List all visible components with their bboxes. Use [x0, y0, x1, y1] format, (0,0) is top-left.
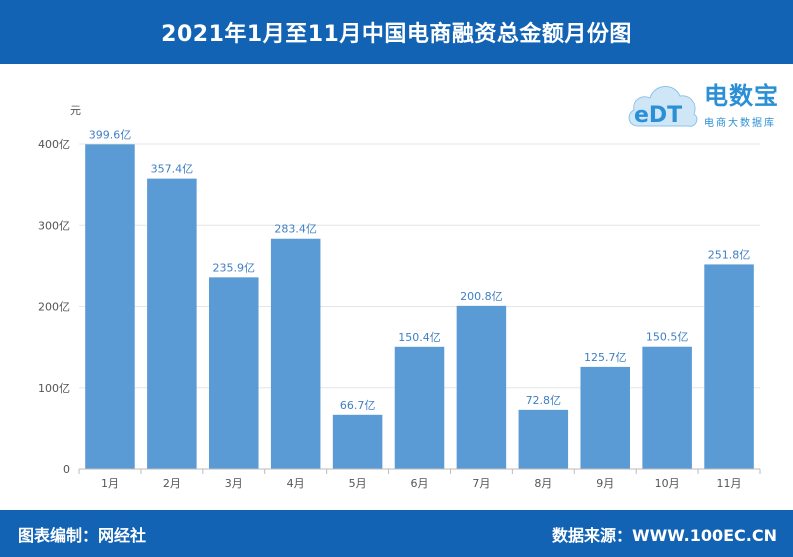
- cloud-logo-icon: eDT: [628, 86, 698, 128]
- x-tick-label: 11月: [717, 477, 742, 490]
- logo: eDT 电数宝 电商大数据库: [624, 70, 789, 132]
- y-tick-label: 200亿: [38, 301, 70, 314]
- bar-value-label: 283.4亿: [274, 223, 317, 236]
- bar-value-label: 357.4亿: [151, 163, 194, 176]
- chart-title: 2021年1月至11月中国电商融资总金额月份图: [161, 22, 632, 47]
- bar-value-label: 150.4亿: [398, 331, 441, 344]
- bar-value-label: 66.7亿: [340, 399, 376, 412]
- bar: [642, 346, 692, 469]
- x-tick-label: 9月: [596, 477, 614, 490]
- bar-value-label: 125.7亿: [584, 351, 627, 364]
- x-tick-label: 3月: [225, 477, 243, 490]
- bar: [394, 346, 445, 469]
- x-tick-label: 2月: [163, 477, 181, 490]
- x-tick-label: 7月: [472, 477, 490, 490]
- bar: [456, 305, 507, 469]
- chart-footer: 图表编制：网经社 数据来源：WWW.100EC.CN: [0, 510, 793, 557]
- bar: [270, 238, 321, 469]
- x-tick-label: 6月: [411, 477, 429, 490]
- bar: [704, 264, 754, 469]
- bar: [85, 144, 135, 469]
- bar: [518, 409, 569, 469]
- bar: [209, 277, 259, 469]
- bar: [147, 178, 197, 470]
- x-tick-label: 5月: [349, 477, 367, 490]
- chart-header: 2021年1月至11月中国电商融资总金额月份图: [0, 0, 793, 64]
- x-tick-label: 1月: [101, 477, 119, 490]
- x-tick-label: 10月: [655, 477, 680, 490]
- x-axis-ticks: 1月 2月 3月 4月 5月 6月 7月 8月 9月 10月 11月: [78, 469, 761, 490]
- x-tick-label: 4月: [287, 477, 305, 490]
- bar-value-label: 399.6亿: [89, 128, 132, 141]
- bar: [332, 414, 383, 469]
- bar-value-label: 150.5亿: [646, 331, 689, 344]
- bar: [580, 366, 630, 469]
- y-tick-label: 400亿: [38, 138, 70, 151]
- bar-value-label: 251.8亿: [708, 248, 751, 261]
- bar-value-label: 200.8亿: [460, 290, 503, 303]
- x-tick-label: 8月: [534, 477, 552, 490]
- footer-source: 数据来源：WWW.100EC.CN: [551, 525, 777, 545]
- bar-value-label: 72.8亿: [526, 394, 562, 407]
- y-tick-label: 300亿: [38, 219, 70, 232]
- bar-value-label: 235.9亿: [213, 261, 256, 274]
- bars: 399.6亿 357.4亿 235.9亿 283.4亿 66.7亿 150.4亿 200.8…: [85, 128, 754, 470]
- y-axis-ticks: 0 100亿 200亿 300亿 400亿: [38, 138, 70, 476]
- logo-name: 电数宝: [704, 82, 779, 110]
- y-tick-label: 100亿: [38, 382, 70, 395]
- logo-mark-text: eDT: [634, 103, 682, 128]
- y-tick-label: 0: [63, 463, 70, 476]
- footer-credit: 图表编制：网经社: [18, 525, 147, 545]
- bar-chart: 元 0 100亿 200亿 300亿 400亿 399.6亿 357.4亿 235.9亿 28…: [38, 104, 761, 490]
- y-axis-unit-label: 元: [70, 104, 81, 117]
- logo-subtitle: 电商大数据库: [704, 118, 776, 129]
